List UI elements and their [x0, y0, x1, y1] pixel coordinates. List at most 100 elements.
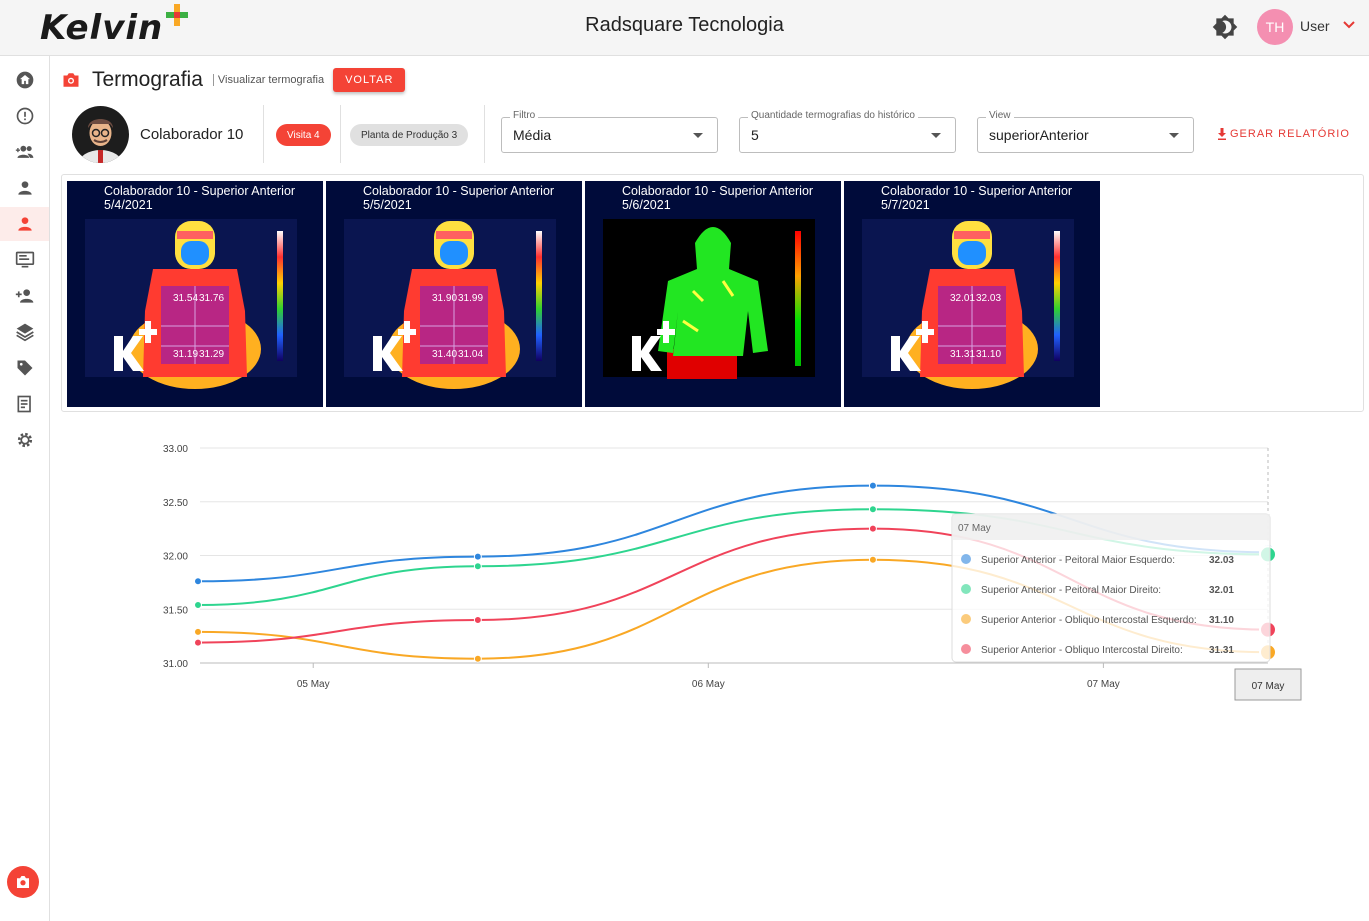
person-icon: [17, 217, 32, 231]
kelvin-logo[interactable]: Kelvin: [40, 4, 188, 48]
sidebar: [0, 56, 50, 921]
camera-fab[interactable]: [7, 866, 39, 898]
monitor-icon: [15, 251, 34, 268]
sidebar-item-layers[interactable]: [0, 315, 49, 349]
crosshair-label-box: [1234, 668, 1302, 701]
thermography-date: 5/4/2021: [104, 198, 153, 212]
sidebar-item-tags[interactable]: [0, 351, 49, 385]
temperature-reading: 32.01: [950, 293, 975, 304]
logo-text: Kelvin: [40, 8, 164, 48]
thermography-title: Colaborador 10 - Superior Anterior: [363, 184, 555, 198]
sidebar-item-add-person[interactable]: [0, 279, 49, 313]
view-select[interactable]: View superiorAnterior: [977, 110, 1194, 153]
worker-name: Colaborador 10: [140, 126, 244, 143]
sidebar-item-alerts[interactable]: [0, 99, 49, 133]
tooltip-value: 32.03: [1209, 555, 1234, 566]
x-tick-label: 06 May: [692, 679, 725, 690]
eye-band: [177, 231, 213, 239]
sidebar-item-home[interactable]: [0, 63, 49, 97]
sidebar-item-person[interactable]: [0, 171, 49, 205]
thermography-caption: Colaborador 10 - Superior Anterior 5/7/2…: [881, 184, 1072, 212]
tooltip-header: [952, 514, 1270, 540]
history-label: Quantidade termografias do histórico: [748, 110, 918, 121]
thermal-image: 32.01 32.03 31.31 31.10: [862, 219, 1074, 389]
temperature-reading: 31.19: [173, 349, 198, 360]
history-value: 5: [751, 127, 759, 143]
download-icon: [1218, 128, 1226, 140]
page-title: Termografia: [92, 68, 203, 91]
data-point: [194, 638, 202, 647]
data-point: [194, 627, 202, 636]
thermography-title: Colaborador 10 - Superior Anterior: [104, 184, 296, 198]
filter-select[interactable]: Filtro Média: [501, 110, 718, 153]
page-header: Termografia Visualizar termografia VOLTA…: [62, 66, 406, 94]
plant-chip[interactable]: Planta de Produção 3: [350, 124, 469, 146]
thermography-title: Colaborador 10 - Superior Anterior: [881, 184, 1073, 198]
divider: [263, 105, 264, 163]
divider: [484, 105, 485, 163]
tooltip-value: 32.01: [1209, 585, 1234, 596]
region-grid: [938, 286, 1006, 364]
tooltip-marker: [961, 584, 971, 594]
thermography-date: 5/7/2021: [881, 198, 930, 212]
data-point: [473, 654, 482, 663]
temperature-reading: 31.99: [458, 293, 483, 304]
temperature-reading: 31.10: [976, 349, 1001, 360]
person-icon: [17, 181, 32, 195]
theme-toggle-icon[interactable]: [1212, 14, 1238, 40]
sidebar-item-monitor[interactable]: [0, 243, 49, 277]
color-scale: [795, 231, 801, 366]
visit-chip[interactable]: Visita 4: [276, 124, 331, 146]
sidebar-item-collaborator[interactable]: [0, 207, 49, 241]
sidebar-item-settings[interactable]: [0, 423, 49, 457]
data-point: [868, 524, 877, 533]
dropdown-caret-icon: [693, 133, 703, 138]
tooltip-marker: [961, 554, 971, 564]
logo-plus-icon: [166, 4, 188, 26]
sidebar-item-groups[interactable]: [0, 135, 49, 169]
thermography-card[interactable]: 32.01 32.03 31.31 31.10 Colaborador 10 - Su…: [844, 181, 1100, 407]
tooltip-value: 31.31: [1209, 645, 1234, 656]
thermal-image: [603, 219, 815, 379]
mask-cool: [181, 241, 209, 265]
tooltip-label: Superior Anterior - Peitoral Maior Direi…: [981, 585, 1161, 596]
tooltip-marker: [961, 644, 971, 654]
generate-report-button[interactable]: GERAR RELATÓRIO: [1217, 128, 1350, 140]
history-count-select[interactable]: Quantidade termografias do histórico 5: [739, 110, 956, 153]
thermography-caption: Colaborador 10 - Superior Anterior 5/4/2…: [104, 184, 295, 212]
data-point: [868, 481, 877, 490]
y-tick-label: 33.00: [163, 444, 188, 455]
app-title: Radsquare Tecnologia: [585, 14, 784, 36]
camera-icon: [63, 73, 79, 87]
temperature-line-chart[interactable]: 33.00 32.50 32.00 31.50 31.00 05 May 06 May 07 …: [130, 432, 1330, 722]
user-avatar[interactable]: TH: [1257, 9, 1293, 45]
tooltip-label: Superior Anterior - Obliquo Intercostal …: [981, 645, 1183, 656]
thermography-card[interactable]: 31.90 31.99 31.40 31.04 Colaborador 10 - Su…: [326, 181, 582, 407]
y-tick-label: 31.00: [163, 659, 188, 670]
home-icon: [16, 71, 33, 89]
region-grid: [161, 286, 229, 364]
thermography-card[interactable]: 31.54 31.76 31.19 31.29 Colaborador 10 - Su…: [67, 181, 323, 407]
thermography-card[interactable]: Colaborador 10 - Superior Anterior 5/6/2…: [585, 181, 841, 407]
x-tick-label: 07 May: [1087, 679, 1120, 690]
watermark-logo: [373, 336, 403, 371]
region-grid: [420, 286, 488, 364]
data-point: [473, 552, 482, 561]
temperature-reading: 32.03: [976, 293, 1001, 304]
x-tick-label: 05 May: [297, 679, 330, 690]
top-bar: Kelvin Radsquare Tecnologia TH User: [0, 0, 1369, 56]
data-point: [194, 577, 202, 586]
person-add-icon: [15, 289, 33, 303]
thermal-image: 31.54 31.76 31.19 31.29: [85, 219, 297, 389]
view-value: superiorAnterior: [989, 127, 1089, 143]
back-button[interactable]: VOLTAR: [333, 68, 406, 92]
temperature-reading: 31.76: [199, 293, 224, 304]
color-scale: [1054, 231, 1060, 361]
thermography-date: 5/6/2021: [622, 198, 671, 212]
sidebar-item-notes[interactable]: [0, 387, 49, 421]
user-name[interactable]: User: [1300, 18, 1330, 34]
data-point: [194, 600, 202, 609]
chevron-down-icon[interactable]: [1343, 18, 1355, 34]
y-tick-label: 32.00: [163, 552, 188, 563]
generate-report-label: GERAR RELATÓRIO: [1230, 128, 1350, 140]
